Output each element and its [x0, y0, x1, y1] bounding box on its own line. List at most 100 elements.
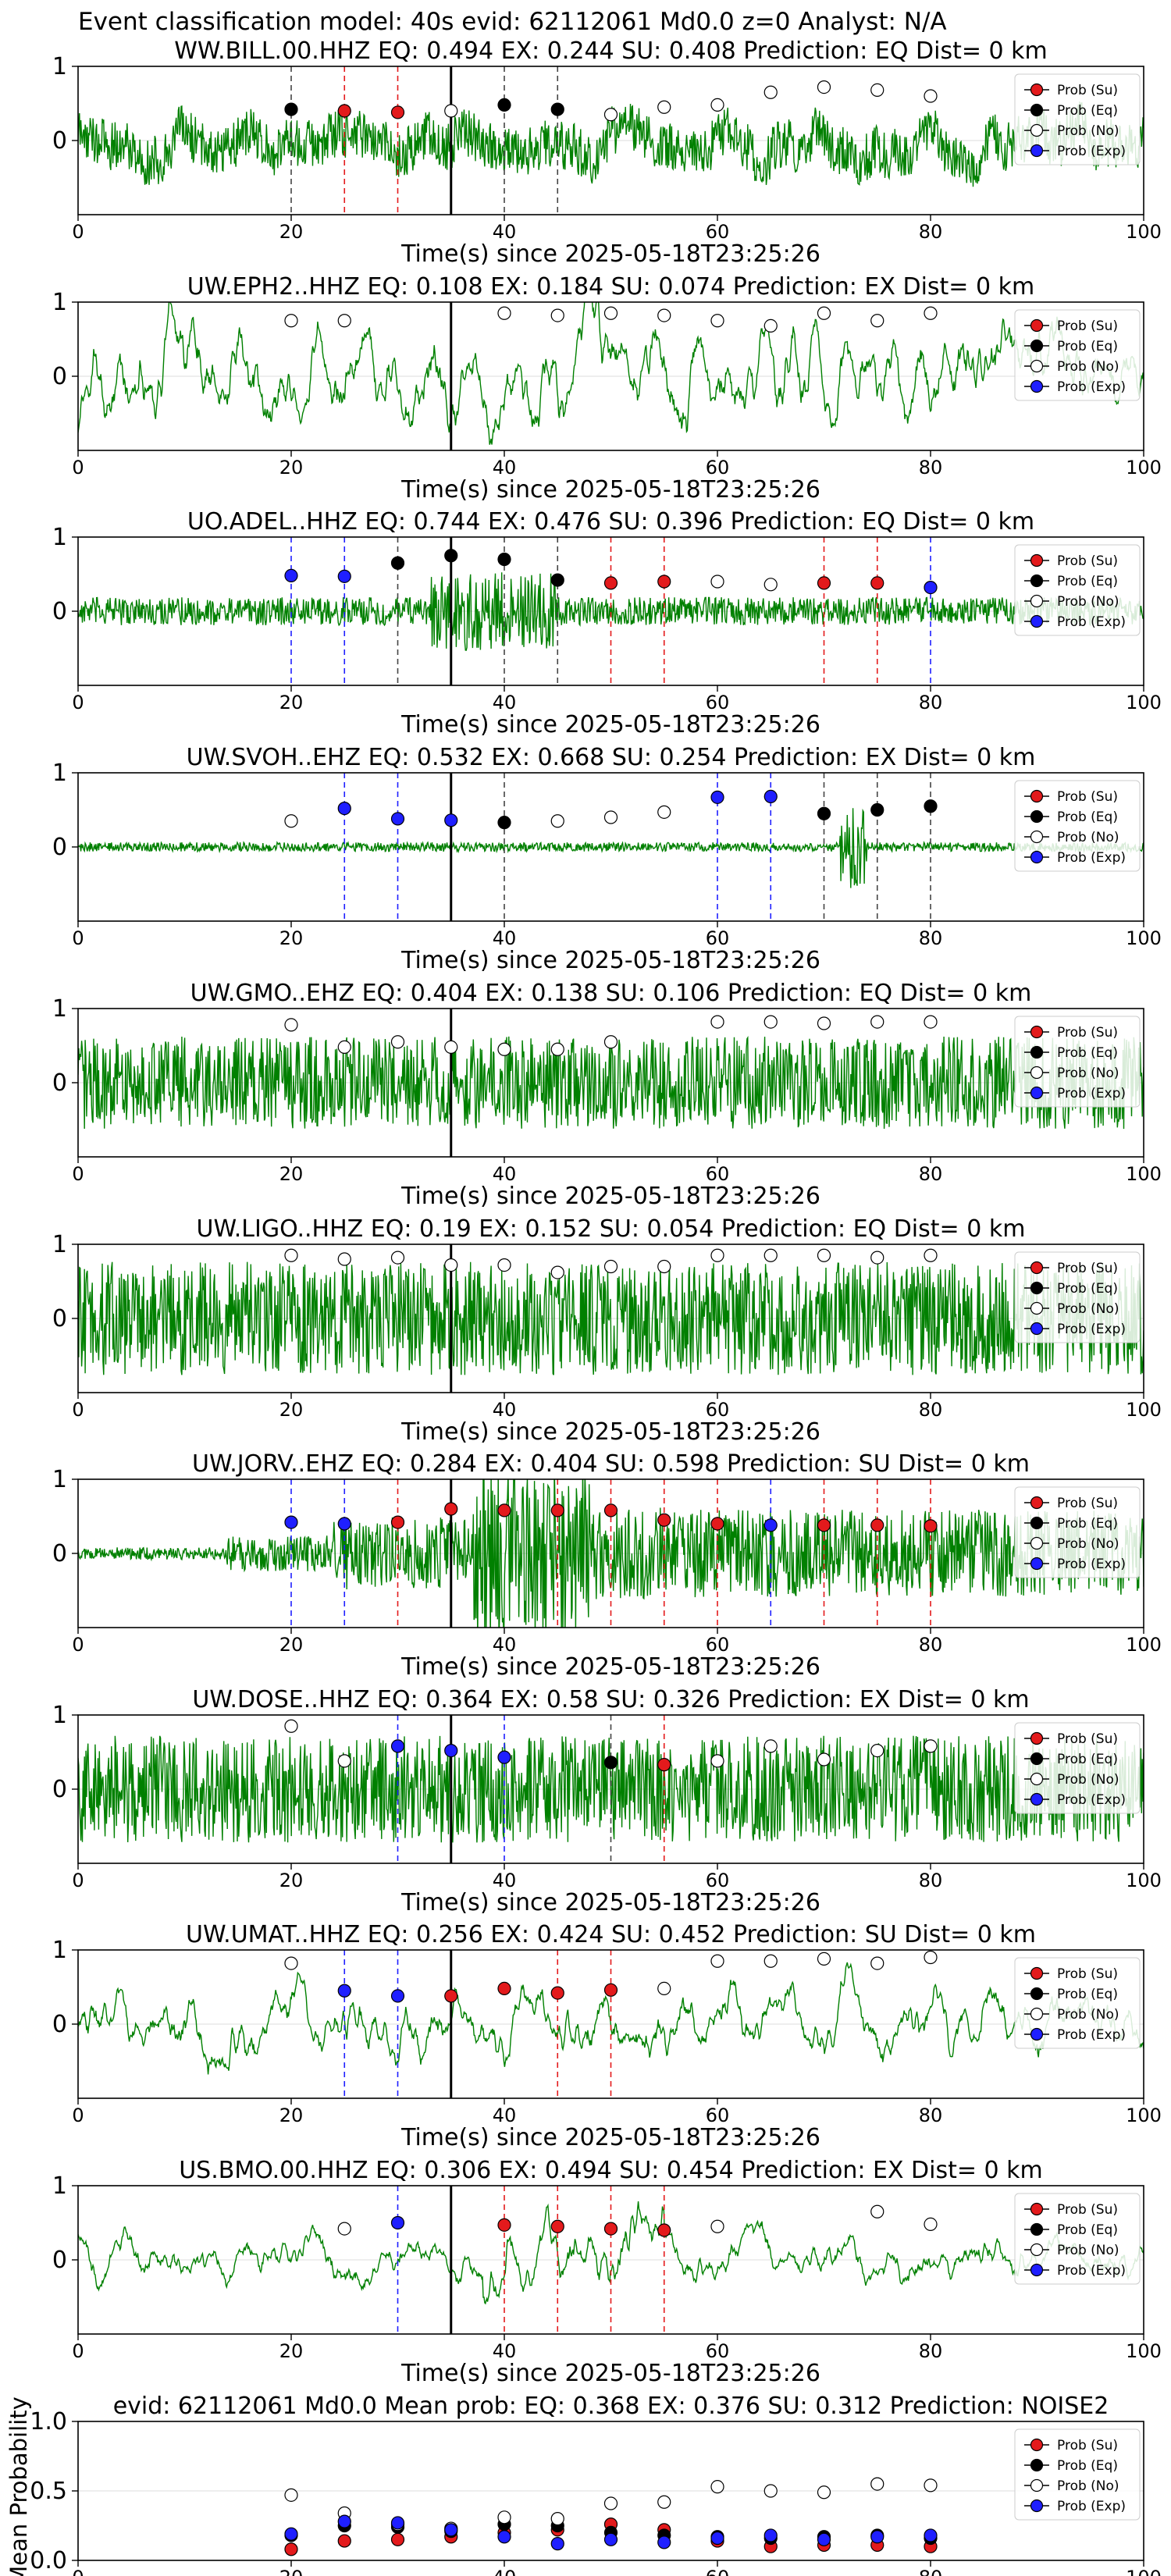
prob-point-no [817, 306, 831, 320]
panel-title: UW.UMAT..HHZ EQ: 0.256 EX: 0.424 SU: 0.4… [186, 1921, 1036, 1948]
mean-prob-point-exp [337, 2514, 351, 2528]
prob-point-su [497, 2218, 511, 2232]
prob-point-su [710, 1517, 724, 1531]
legend-label: Prob (Su) [1057, 1731, 1118, 1747]
prob-point-exp [763, 789, 778, 804]
legend: Prob (Su) Prob (Eq) Prob (No) Prob (Exp) [1014, 780, 1141, 872]
prob-point-no [870, 83, 884, 98]
x-tick-label: 100 [1126, 1870, 1162, 1891]
x-tick-label: 60 [706, 1870, 730, 1891]
mean-prob-point-no [657, 2495, 671, 2509]
panel-4: UW.SVOH..EHZ EQ: 0.532 EX: 0.668 SU: 0.2… [52, 744, 1162, 974]
panel-title: UW.JORV..EHZ EQ: 0.284 EX: 0.404 SU: 0.5… [192, 1450, 1030, 1478]
legend-marker-eq [1030, 574, 1044, 588]
x-tick-label: 0 [72, 1634, 84, 1656]
legend-marker-su [1030, 2202, 1044, 2216]
x-tick-label: 0 [72, 1163, 84, 1185]
plot-area [78, 1950, 1144, 2098]
legend-marker-su [1030, 1731, 1044, 1745]
prob-point-no [710, 1015, 724, 1029]
prob-point-no [870, 2204, 884, 2218]
prob-point-no [284, 814, 298, 828]
panel-title: UW.LIGO..HHZ EQ: 0.19 EX: 0.152 SU: 0.05… [197, 1215, 1026, 1243]
legend: Prob (Su) Prob (Eq) Prob (No) Prob (Exp) [1014, 309, 1141, 401]
x-tick-label: 100 [1126, 927, 1162, 949]
x-tick-label: 20 [279, 2567, 304, 2576]
mean-prob-point-no [603, 2496, 618, 2510]
mean-prob-point-exp [497, 2530, 511, 2544]
prob-point-exp [390, 1739, 405, 1753]
prob-point-no [817, 80, 831, 94]
prob-point-eq [550, 573, 564, 587]
legend-box [1014, 309, 1141, 401]
prob-point-no [763, 1248, 778, 1262]
prob-point-no [550, 814, 564, 828]
y-tick-label: 0.5 [30, 2478, 67, 2505]
x-tick-label: 40 [493, 927, 517, 949]
plot-area [78, 2186, 1144, 2334]
legend: Prob (Su) Prob (Eq) Prob (No) Prob (Exp) [1014, 73, 1141, 165]
prob-point-no [710, 1954, 724, 1968]
legend-marker-eq [1030, 809, 1044, 824]
prob-point-no [924, 2217, 938, 2231]
legend-marker-eq [1030, 1987, 1044, 2001]
mean-prob-point-exp [550, 2537, 564, 2551]
prob-point-no [284, 1248, 298, 1262]
x-tick-label: 0 [72, 692, 84, 713]
prob-point-su [603, 1503, 618, 1517]
x-tick-label: 80 [919, 221, 943, 243]
x-tick-label: 100 [1126, 1634, 1162, 1656]
x-tick-label: 100 [1126, 2567, 1162, 2576]
prob-point-su [603, 576, 618, 590]
x-tick-label: 60 [706, 1634, 730, 1656]
y-tick-label: 0 [52, 363, 67, 390]
legend-box [1014, 2193, 1141, 2285]
x-tick-label: 40 [493, 1870, 517, 1891]
legend-marker-su [1030, 1496, 1044, 1510]
x-tick-label: 100 [1126, 1399, 1162, 1421]
legend-marker-su [1030, 553, 1044, 568]
prob-point-exp [444, 1744, 458, 1758]
panel-6: UW.LIGO..HHZ EQ: 0.19 EX: 0.152 SU: 0.05… [52, 1215, 1162, 1446]
y-tick-label: 1.0 [30, 2408, 67, 2435]
mean-prob-point-exp [817, 2532, 831, 2546]
plot-area [78, 537, 1144, 685]
prob-point-exp [337, 1517, 351, 1531]
panel-title: evid: 62112061 Md0.0 Mean prob: EQ: 0.36… [113, 2393, 1109, 2420]
mean-prob-point-exp [390, 2516, 405, 2530]
legend: Prob (Su) Prob (Eq) Prob (No) Prob (Exp) [1014, 544, 1141, 636]
prob-point-su [870, 1518, 884, 1532]
x-tick-label: 20 [279, 692, 304, 713]
legend-label: Prob (Su) [1057, 789, 1118, 805]
prob-point-su [444, 1502, 458, 1516]
legend-marker-su [1030, 1966, 1044, 1980]
prob-point-su [817, 576, 831, 590]
legend-marker-exp [1030, 1322, 1044, 1336]
plot-area [78, 773, 1144, 921]
y-tick-label: 0 [52, 2247, 67, 2274]
legend-label: Prob (Eq) [1057, 2458, 1118, 2474]
prob-point-no [337, 1754, 351, 1768]
mean-prob-point-su [284, 2542, 298, 2556]
prob-point-su [817, 1518, 831, 1532]
panel-title: UW.GMO..EHZ EQ: 0.404 EX: 0.138 SU: 0.10… [190, 980, 1032, 1007]
mean-prob-point-exp [870, 2530, 884, 2544]
legend: Prob (Su) Prob (Eq) Prob (No) Prob (Exp) [1014, 2428, 1141, 2521]
waveform-trace [78, 1735, 1144, 1843]
legend-marker-exp [1030, 1557, 1044, 1571]
legend-marker-exp [1030, 2027, 1044, 2041]
mean-prob-point-exp [603, 2532, 618, 2546]
waveform-trace [78, 302, 1144, 445]
y-tick-label: 0 [52, 1305, 67, 1332]
legend-label: Prob (Su) [1057, 2438, 1118, 2453]
legend-label: Prob (Exp) [1057, 1792, 1126, 1808]
prob-point-no [497, 306, 511, 320]
mean-prob-point-no [870, 2477, 884, 2491]
mean-prob-point-exp [284, 2527, 298, 2541]
figure-title: Event classification model: 40s evid: 62… [78, 8, 947, 36]
x-tick-label: 40 [493, 1399, 517, 1421]
legend-marker-no [1030, 1066, 1044, 1080]
legend-marker-su [1030, 1261, 1044, 1275]
prob-point-eq [550, 102, 564, 116]
y-tick-label: 0.0 [30, 2547, 67, 2574]
